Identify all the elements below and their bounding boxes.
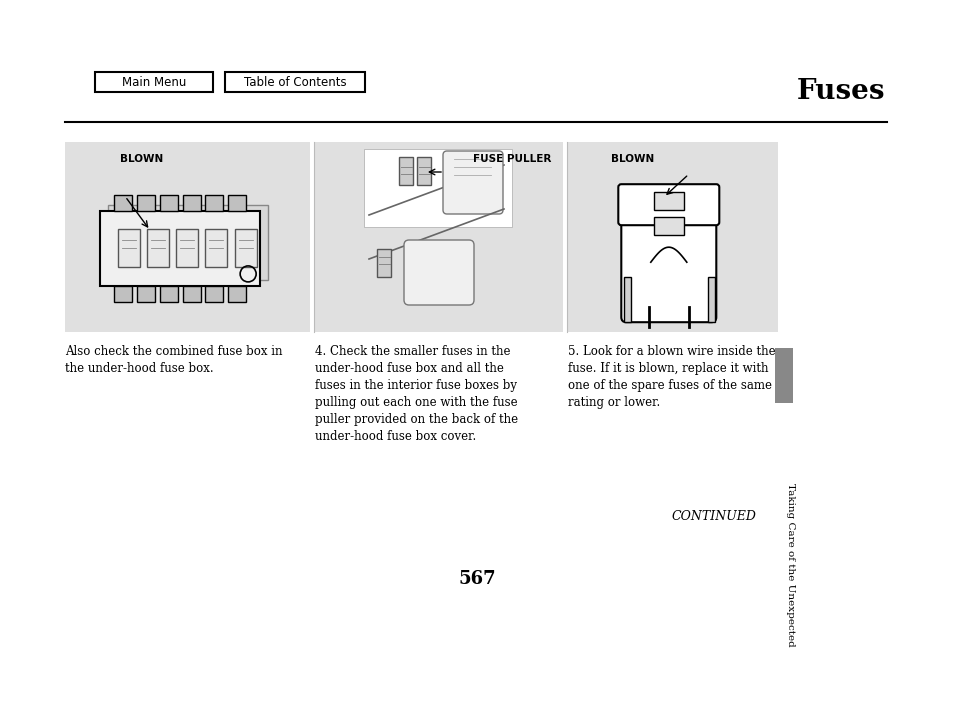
FancyBboxPatch shape xyxy=(364,149,512,227)
Bar xyxy=(623,277,631,322)
Bar xyxy=(136,195,154,211)
Bar xyxy=(114,195,132,211)
Bar xyxy=(176,229,198,268)
Bar xyxy=(205,195,223,211)
FancyBboxPatch shape xyxy=(403,240,474,305)
Bar xyxy=(653,192,683,210)
Text: FUSE PULLER: FUSE PULLER xyxy=(472,154,551,164)
Bar xyxy=(398,157,413,185)
Bar xyxy=(147,229,169,268)
Bar xyxy=(205,286,223,302)
Bar xyxy=(228,195,246,211)
Bar xyxy=(108,205,268,280)
Bar xyxy=(225,72,365,92)
Text: 5. Look for a blown wire inside the
fuse. If it is blown, replace it with
one of: 5. Look for a blown wire inside the fuse… xyxy=(567,345,775,409)
Bar xyxy=(182,286,200,302)
FancyBboxPatch shape xyxy=(620,192,716,322)
Bar xyxy=(653,217,683,235)
Text: CONTINUED: CONTINUED xyxy=(671,510,756,523)
Bar xyxy=(205,229,227,268)
Bar xyxy=(567,142,778,332)
Bar xyxy=(100,211,260,286)
Bar xyxy=(228,286,246,302)
Bar xyxy=(234,229,256,268)
Bar xyxy=(95,72,213,92)
Bar xyxy=(159,195,177,211)
Bar xyxy=(416,157,431,185)
Bar xyxy=(118,229,140,268)
Text: BLOWN: BLOWN xyxy=(120,154,163,164)
Text: Taking Care of the Unexpected: Taking Care of the Unexpected xyxy=(785,483,794,647)
Text: Fuses: Fuses xyxy=(796,78,884,105)
Bar xyxy=(182,195,200,211)
Text: BLOWN: BLOWN xyxy=(611,154,654,164)
Bar xyxy=(136,286,154,302)
Text: Table of Contents: Table of Contents xyxy=(243,75,346,89)
Bar xyxy=(774,348,792,403)
FancyBboxPatch shape xyxy=(442,151,502,214)
Bar xyxy=(707,277,715,322)
Bar xyxy=(65,142,310,332)
Text: 567: 567 xyxy=(457,570,496,588)
Bar xyxy=(114,286,132,302)
Bar xyxy=(159,286,177,302)
Text: 4. Check the smaller fuses in the
under-hood fuse box and all the
fuses in the i: 4. Check the smaller fuses in the under-… xyxy=(314,345,517,443)
Text: Also check the combined fuse box in
the under-hood fuse box.: Also check the combined fuse box in the … xyxy=(65,345,282,375)
FancyBboxPatch shape xyxy=(618,184,719,225)
Text: Main Menu: Main Menu xyxy=(122,75,186,89)
Bar xyxy=(314,142,562,332)
Bar xyxy=(376,249,391,277)
